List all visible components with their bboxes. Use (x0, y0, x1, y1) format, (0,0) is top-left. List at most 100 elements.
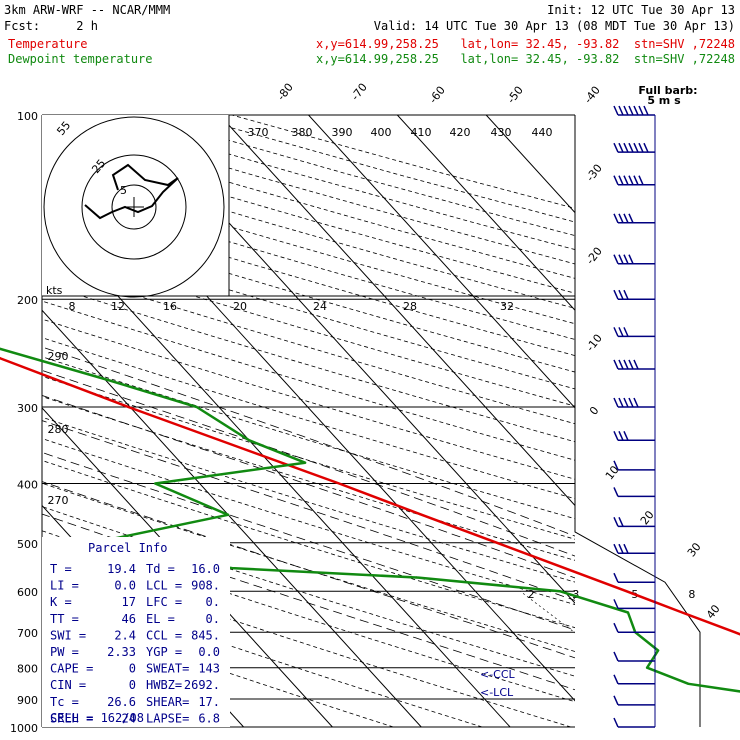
wind-barb (613, 487, 655, 498)
wind-barb-flag (618, 327, 624, 337)
right-axis-lower (574, 406, 701, 727)
wind-barb (613, 717, 655, 728)
moist-adiabat (42, 369, 575, 557)
forecast-hour: Fcst: 2 h (4, 19, 98, 33)
barb-legend-line2: 5 m s (647, 94, 681, 107)
wind-barb-flag (618, 397, 624, 408)
pressure-tick-label: 200 (17, 294, 38, 307)
isotherm-label: -50 (505, 84, 526, 106)
hodograph-scale-tick: 16 (163, 300, 177, 313)
isotherm-label: -80 (275, 81, 296, 103)
isotherm-label: 10 (603, 463, 622, 482)
parcel-value: 2692. (184, 678, 220, 692)
dry-adiabat (42, 581, 483, 727)
parcel-key: TT = (50, 612, 79, 626)
pressure-tick-label: 400 (17, 478, 38, 491)
parcel-key: CIN = (50, 678, 86, 692)
mixing-ratio-line (732, 591, 740, 727)
wind-barb-flag (613, 517, 619, 527)
parcel-value: 46 (122, 612, 136, 626)
wind-barb-flag (623, 359, 629, 370)
parcel-key: EL = (146, 612, 175, 626)
isotherm-label: 30 (685, 540, 704, 559)
parcel-value: 0 (129, 662, 136, 676)
wind-barb-flag (623, 175, 629, 186)
parcel-value: 26.6 (107, 695, 136, 709)
parcel-box-background (42, 537, 230, 727)
adiabat-label: 280 (48, 423, 69, 436)
wind-barb-flag (638, 142, 644, 153)
wind-barb (613, 359, 655, 370)
isotherm (664, 115, 740, 727)
parcel-key: SWI = (50, 628, 86, 642)
wind-barb-flag (618, 213, 624, 224)
pressure-tick-label: 600 (17, 586, 38, 599)
pressure-tick-label: 700 (17, 627, 38, 640)
isotherm-label: 20 (638, 508, 657, 527)
wind-barb-flag (633, 175, 639, 186)
moist-adiabat (42, 452, 575, 631)
wind-barb-flag (613, 695, 619, 706)
parcel-key: CAPE = (50, 662, 93, 676)
wind-barb (613, 651, 655, 662)
dry-adiabat (42, 530, 575, 703)
wind-barb (613, 622, 655, 633)
wind-barb-flag (623, 289, 629, 300)
temperature-legend-label: Temperature (8, 37, 87, 51)
parcel-key: LI = (50, 579, 79, 593)
wind-barb-flag (613, 213, 619, 224)
isotherm-label: -70 (349, 81, 370, 103)
hodograph-ring (111, 184, 157, 230)
theta-label: 420 (450, 126, 471, 139)
wind-barb-flag (638, 175, 644, 186)
wind-barb-flag (618, 105, 624, 116)
dry-adiabat (42, 248, 575, 407)
hodograph-ring (81, 154, 187, 260)
wind-barb-flag (618, 254, 624, 265)
wind-barb (613, 105, 655, 116)
wind-barb (613, 175, 655, 186)
wind-barb-flag (613, 487, 619, 497)
theta-label: 380 (292, 126, 313, 139)
wind-barb (613, 543, 655, 554)
pressure-tick-label: 100 (17, 110, 38, 123)
parcel-value: 908. (191, 579, 220, 593)
parcel-value: 6.8 (198, 711, 220, 725)
parcel-key: Td = (146, 562, 175, 576)
hodograph-background (42, 115, 229, 296)
wind-barb-flag (623, 254, 629, 265)
moist-adiabat (42, 481, 575, 659)
wind-barb-flag (613, 254, 619, 265)
parcel-value: 24 (122, 711, 136, 725)
parcel-key: Tc = (50, 695, 79, 709)
wind-barb (613, 397, 655, 408)
moist-adiabat (42, 420, 575, 601)
dry-adiabat (185, 115, 575, 223)
mixing-ratio-label: 2 (528, 588, 535, 601)
wind-barb-flag (628, 359, 634, 370)
parcel-value: 143 (198, 662, 220, 676)
theta-label: 430 (491, 126, 512, 139)
mixing-ratio-label: 3 (572, 588, 579, 601)
dry-adiabat (42, 282, 575, 443)
parcel-key: CCL = (146, 628, 182, 642)
theta-label: 390 (332, 126, 353, 139)
mixing-ratio-line (519, 590, 575, 634)
dry-adiabat (42, 265, 575, 425)
pressure-tick-label: 500 (17, 538, 38, 551)
wind-barb (613, 572, 655, 583)
wind-barb-flag (613, 651, 619, 662)
wind-barb-flag (618, 543, 624, 554)
wind-barb-flag (628, 213, 634, 224)
wind-barb (613, 327, 655, 338)
wind-barb-flag (613, 430, 619, 441)
hodograph-scale-tick: 28 (403, 300, 417, 313)
wind-barb-flag (613, 105, 619, 116)
wind-barb-flag (643, 105, 649, 116)
wind-barb-flag (613, 175, 619, 186)
wind-barb-flag (613, 599, 619, 609)
wind-barb (613, 213, 655, 224)
parcel-key: SHEAR= (146, 695, 189, 709)
wind-barb-flag (613, 359, 619, 370)
